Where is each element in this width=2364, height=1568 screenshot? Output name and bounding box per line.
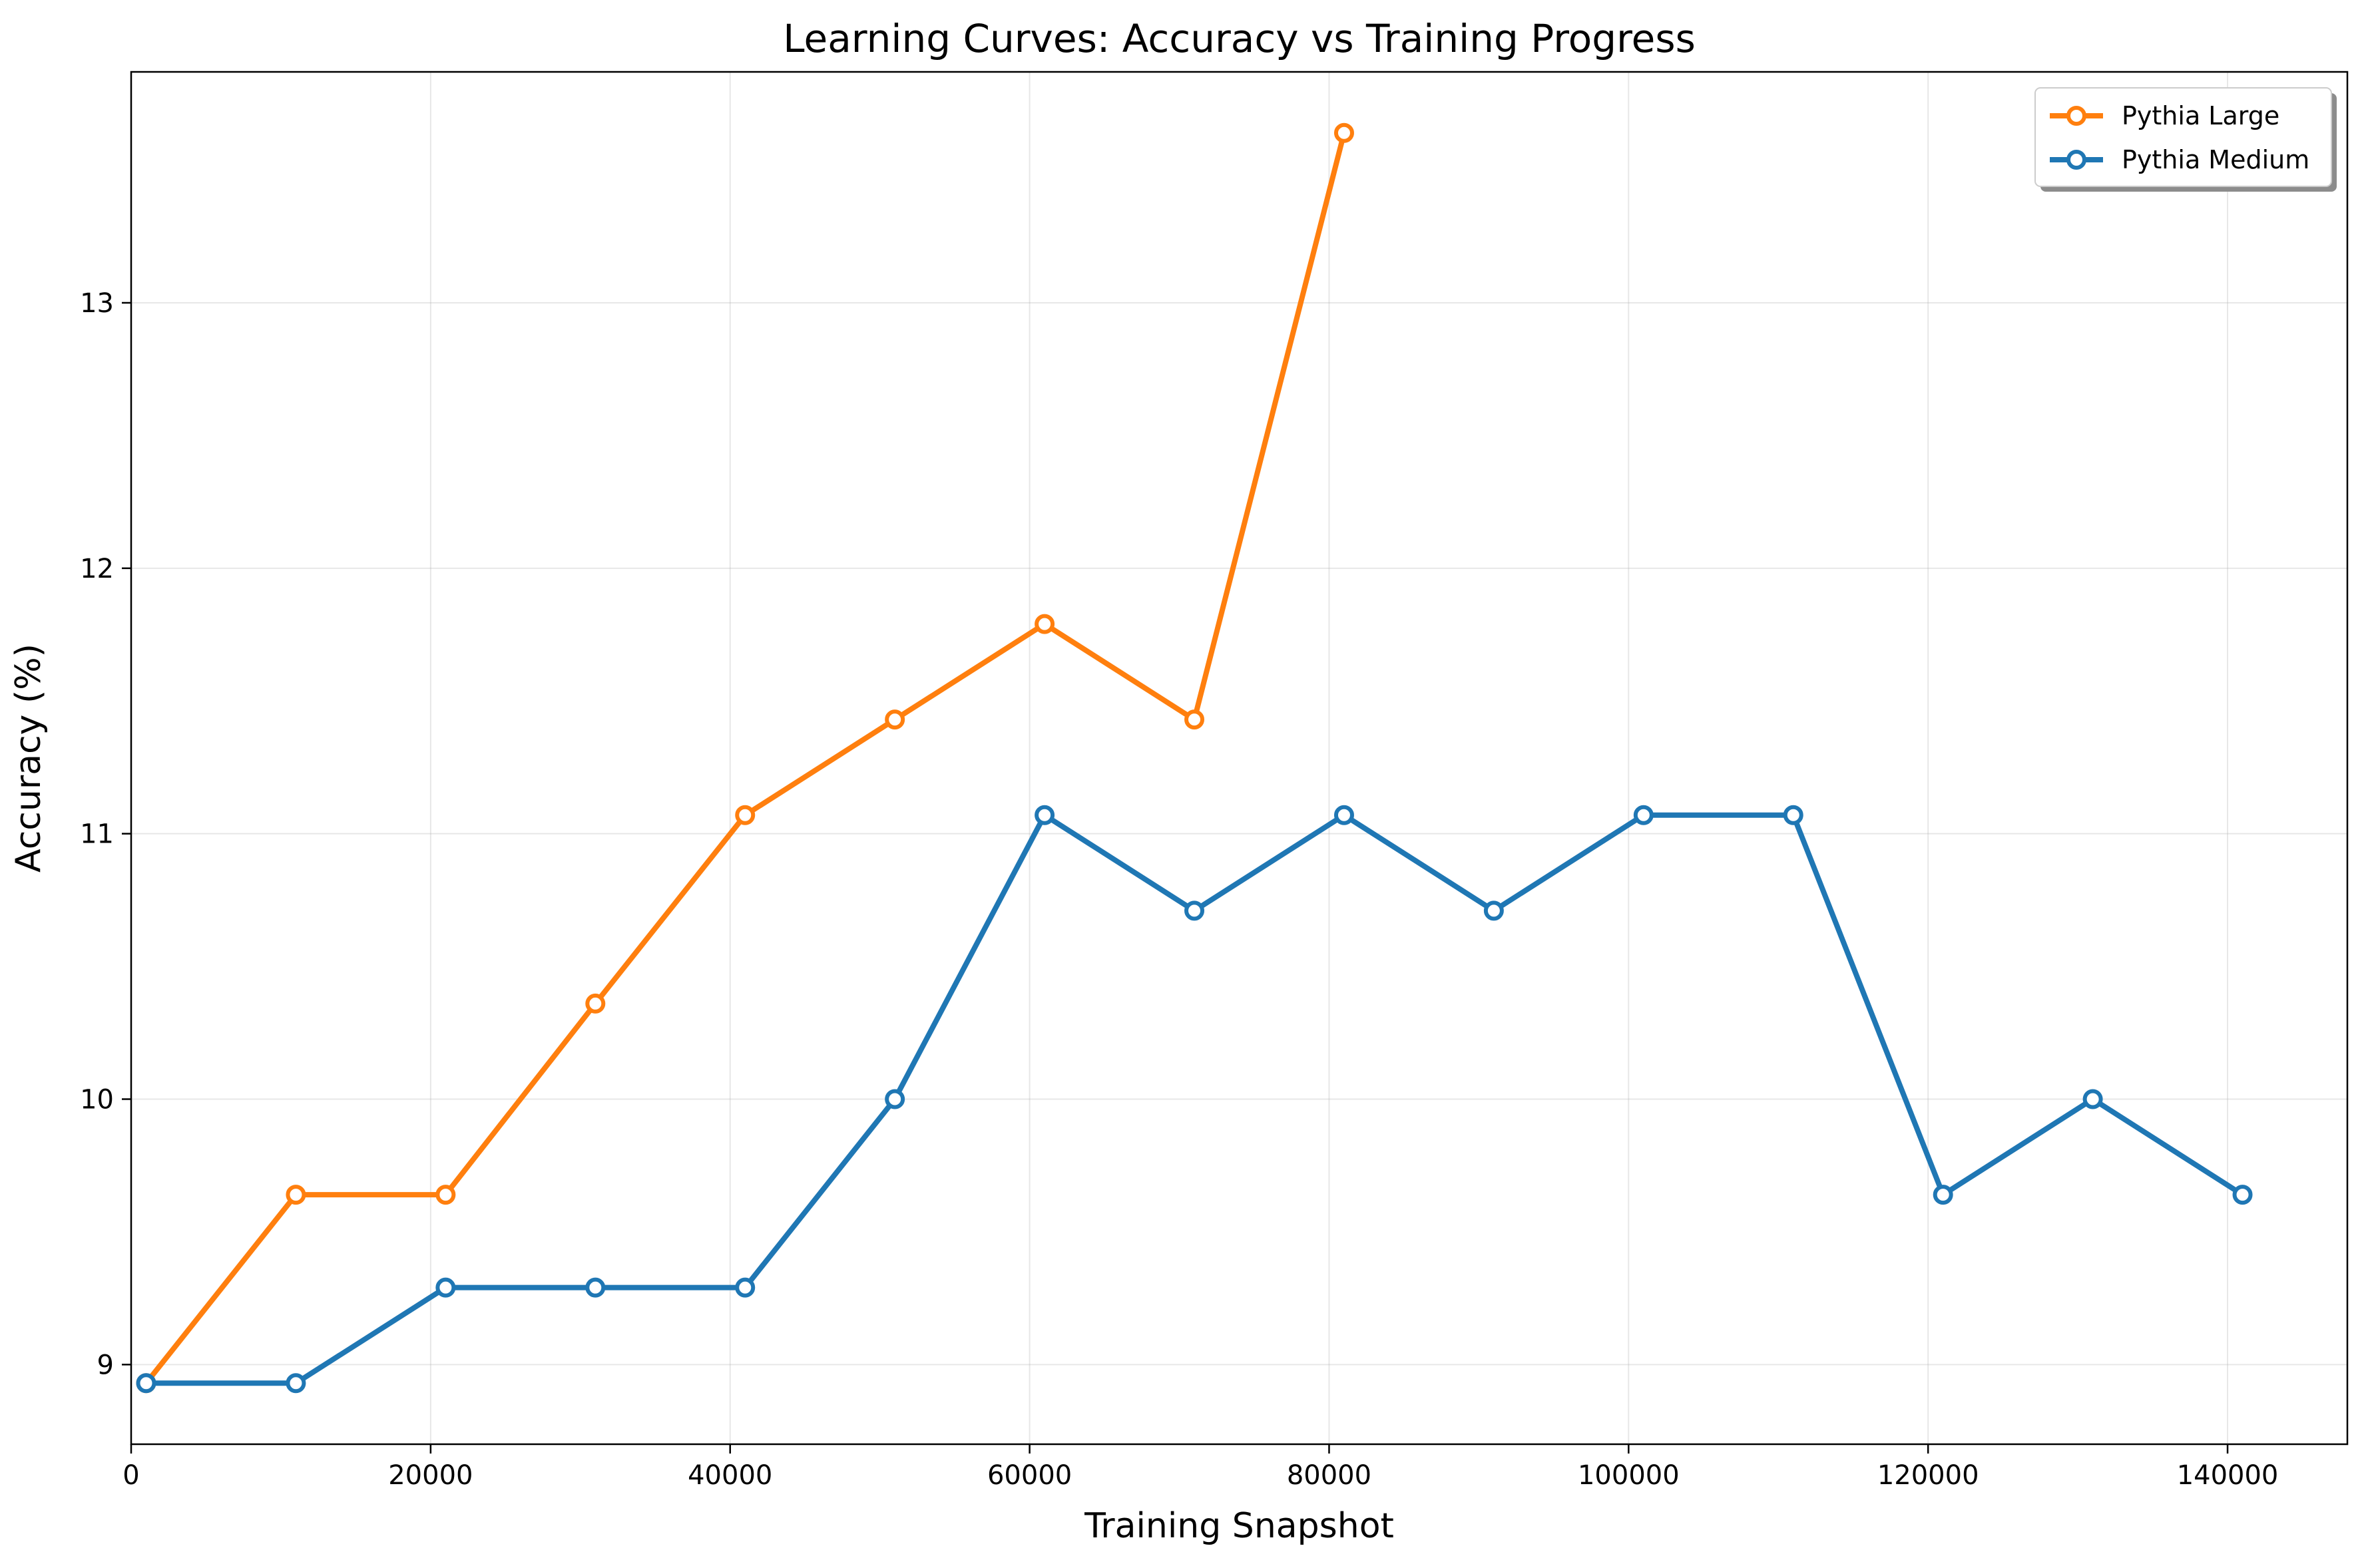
data-point (1035, 614, 1055, 634)
y-tick-label: 9 (97, 1350, 114, 1380)
data-point (435, 1185, 456, 1205)
x-tick-label: 80000 (1287, 1460, 1371, 1491)
data-point (1333, 805, 1354, 825)
data-point (1184, 709, 1205, 730)
data-point (1184, 900, 1205, 921)
chart-title: Learning Curves: Accuracy vs Training Pr… (783, 16, 1696, 61)
ticks: 0 20000 40000 60000 80000 100000 120000 140000 9… (80, 288, 2278, 1491)
data-point (585, 993, 606, 1014)
y-axis-label: Accuracy (%) (9, 644, 49, 873)
x-tick-label: 0 (122, 1460, 139, 1491)
data-point (735, 805, 756, 825)
legend-item: Pythia Medium (2050, 145, 2309, 174)
data-point (885, 709, 905, 730)
legend-box (2034, 87, 2332, 187)
data-point (1333, 122, 1354, 143)
x-tick-label: 60000 (987, 1460, 1072, 1491)
x-tick-label: 20000 (388, 1460, 473, 1491)
x-tick-label: 40000 (688, 1460, 772, 1491)
data-point (1035, 805, 1055, 825)
x-tick-label: 120000 (1877, 1460, 1979, 1491)
y-tick-label: 13 (80, 288, 114, 319)
data-point (1933, 1185, 1953, 1205)
legend-swatch-marker (2066, 106, 2086, 126)
legend: Pythia Large Pythia Medium (2034, 87, 2337, 192)
data-point (435, 1277, 456, 1298)
x-tick-label: 140000 (2177, 1460, 2279, 1491)
data-point (885, 1089, 905, 1109)
legend-swatch-marker (2066, 150, 2086, 170)
data-point (1783, 805, 1803, 825)
data-point (1483, 900, 1504, 921)
y-tick-label: 12 (80, 554, 114, 584)
data-point (136, 1373, 156, 1394)
data-point (2082, 1089, 2103, 1109)
legend-label: Pythia Large (2122, 101, 2279, 130)
series-pythia-medium (136, 805, 2253, 1394)
plot-frame (130, 71, 2349, 1446)
x-tick-label: 100000 (1578, 1460, 1680, 1491)
data-point (585, 1277, 606, 1298)
legend-label: Pythia Medium (2122, 145, 2309, 174)
data-point (1633, 805, 1654, 825)
data-point (2232, 1185, 2253, 1205)
data-point (286, 1185, 306, 1205)
data-point (286, 1373, 306, 1394)
grid (130, 72, 2347, 1444)
series-layer (136, 122, 2253, 1394)
data-point (735, 1277, 756, 1298)
x-axis-label: Training Snapshot (1084, 1506, 1394, 1546)
series-pythia-large (136, 122, 1354, 1394)
legend-item: Pythia Large (2050, 101, 2279, 130)
y-tick-label: 11 (80, 819, 114, 850)
y-tick-label: 10 (80, 1085, 114, 1115)
